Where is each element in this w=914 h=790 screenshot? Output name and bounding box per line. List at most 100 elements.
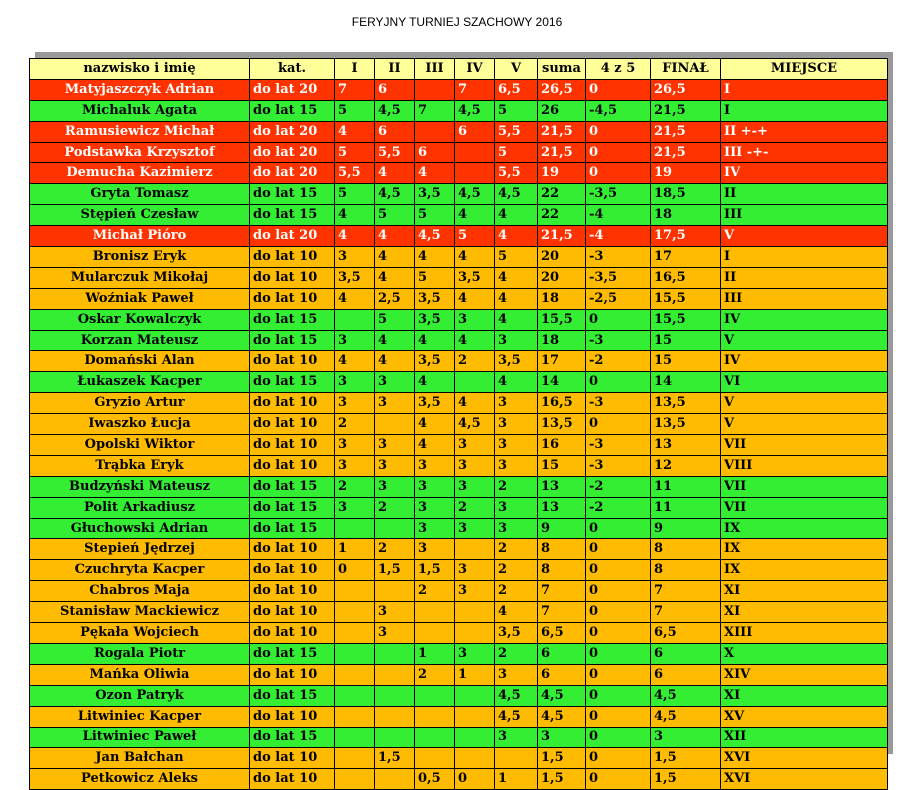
round-5: 3 <box>494 454 538 477</box>
final-score: 17,5 <box>650 225 721 248</box>
category: do lat 10 <box>249 580 335 603</box>
best-4-of-5: -3 <box>585 329 651 352</box>
table-row: Stanisław Mackiewicz do lat 10 3 4 7 0 7 XI <box>29 601 888 624</box>
round-5: 5,5 <box>494 120 538 143</box>
round-5: 6,5 <box>494 78 538 101</box>
place: V <box>720 392 888 415</box>
round-1: 3 <box>334 371 375 394</box>
results-body: Matyjaszczyk Adrian do lat 20 7 6 7 6,5 26,5 0 2… <box>29 78 888 790</box>
table-row: Gryta Tomasz do lat 15 5 4,5 3,5 4,5 4,5 22 -3,5… <box>29 183 888 206</box>
sum: 7 <box>537 601 586 624</box>
sum: 4,5 <box>537 684 586 707</box>
player-name: Podstawka Krzysztof <box>29 141 250 164</box>
round-2: 3 <box>374 392 415 415</box>
sum: 1,5 <box>537 747 586 770</box>
final-score: 11 <box>650 475 721 498</box>
table-row: Korzan Mateusz do lat 15 3 4 4 4 3 18 -3 15 V <box>29 329 888 352</box>
sum: 20 <box>537 266 586 289</box>
round-1: 4 <box>334 204 375 227</box>
round-2: 5 <box>374 204 415 227</box>
table-row: Gryzio Artur do lat 10 3 3 3,5 4 3 16,5 -3 13,5 V <box>29 392 888 415</box>
round-3: 3 <box>414 538 455 561</box>
best-4-of-5: 0 <box>585 162 651 185</box>
round-4 <box>454 141 495 164</box>
sum: 13,5 <box>537 413 586 436</box>
header-round-3: III <box>414 58 455 80</box>
player-name: Ramusiewicz Michał <box>29 120 250 143</box>
best-4-of-5: 0 <box>585 538 651 561</box>
sum: 7 <box>537 580 586 603</box>
round-4 <box>454 747 495 770</box>
sum: 13 <box>537 475 586 498</box>
round-1 <box>334 726 375 749</box>
round-3: 4 <box>414 246 455 268</box>
sum: 6 <box>537 663 586 686</box>
place: XI <box>720 601 888 624</box>
round-1: 3 <box>334 392 375 415</box>
player-name: Stępień Czesław <box>29 204 250 227</box>
round-3: 6 <box>414 141 455 164</box>
round-5: 3 <box>494 726 538 749</box>
table-row: Opolski Wiktor do lat 10 3 3 4 3 3 16 -3 13 VII <box>29 434 888 456</box>
round-4: 7 <box>454 78 495 101</box>
final-score: 15,5 <box>650 287 721 310</box>
table-row: Podstawka Krzysztof do lat 20 5 5,5 6 5 21,5 0 2… <box>29 141 888 164</box>
place: I <box>720 78 888 101</box>
round-5: 3 <box>494 413 538 436</box>
round-5: 4 <box>494 371 538 394</box>
best-4-of-5: -3 <box>585 246 651 268</box>
round-5: 3 <box>494 663 538 686</box>
best-4-of-5: 0 <box>585 413 651 436</box>
sum: 21,5 <box>537 141 586 164</box>
player-name: Łukaszek Kacper <box>29 371 250 394</box>
round-4: 4 <box>454 287 495 310</box>
round-2: 6 <box>374 78 415 101</box>
round-2: 3 <box>374 454 415 477</box>
round-1: 3 <box>334 329 375 352</box>
best-4-of-5: 0 <box>585 663 651 686</box>
place: IV <box>720 308 888 331</box>
final-score: 13,5 <box>650 392 721 415</box>
player-name: Michaluk Agata <box>29 99 250 122</box>
player-name: Woźniak Paweł <box>29 287 250 310</box>
category: do lat 15 <box>249 308 335 331</box>
sum: 26,5 <box>537 78 586 101</box>
best-4-of-5: -2 <box>585 350 651 373</box>
header-round-4: IV <box>454 58 495 80</box>
player-name: Gryzio Artur <box>29 392 250 415</box>
table-row: Chabros Maja do lat 10 2 3 2 7 0 7 XI <box>29 580 888 603</box>
place: VIII <box>720 454 888 477</box>
round-1: 4 <box>334 225 375 248</box>
round-3: 1,5 <box>414 559 455 582</box>
player-name: Czuchryta Kacper <box>29 559 250 582</box>
player-name: Stanisław Mackiewicz <box>29 601 250 624</box>
place: III <box>720 287 888 310</box>
header-name: nazwisko i imię <box>29 58 250 80</box>
round-1: 5 <box>334 99 375 122</box>
round-3: 5 <box>414 266 455 289</box>
best-4-of-5: -4 <box>585 204 651 227</box>
place: IX <box>720 559 888 582</box>
round-5: 4,5 <box>494 705 538 728</box>
table-row: Jan Bałchan do lat 10 1,5 1,5 0 1,5 XVI <box>29 747 888 770</box>
sum: 19 <box>537 162 586 185</box>
place: X <box>720 642 888 665</box>
final-score: 18,5 <box>650 183 721 206</box>
player-name: Rogala Piotr <box>29 642 250 665</box>
table-row: Stępień Czesław do lat 15 4 5 5 4 4 22 -4 18 III <box>29 204 888 227</box>
round-4: 4 <box>454 204 495 227</box>
round-2 <box>374 768 415 790</box>
round-3: 2 <box>414 663 455 686</box>
round-1: 5 <box>334 183 375 206</box>
place: I <box>720 99 888 122</box>
round-2: 4 <box>374 246 415 268</box>
sum: 16 <box>537 434 586 456</box>
round-5: 4 <box>494 308 538 331</box>
final-score: 6 <box>650 642 721 665</box>
best-4-of-5: -3 <box>585 434 651 456</box>
sum: 15 <box>537 454 586 477</box>
round-2: 5 <box>374 308 415 331</box>
sum: 4,5 <box>537 705 586 728</box>
final-score: 15,5 <box>650 308 721 331</box>
category: do lat 15 <box>249 726 335 749</box>
